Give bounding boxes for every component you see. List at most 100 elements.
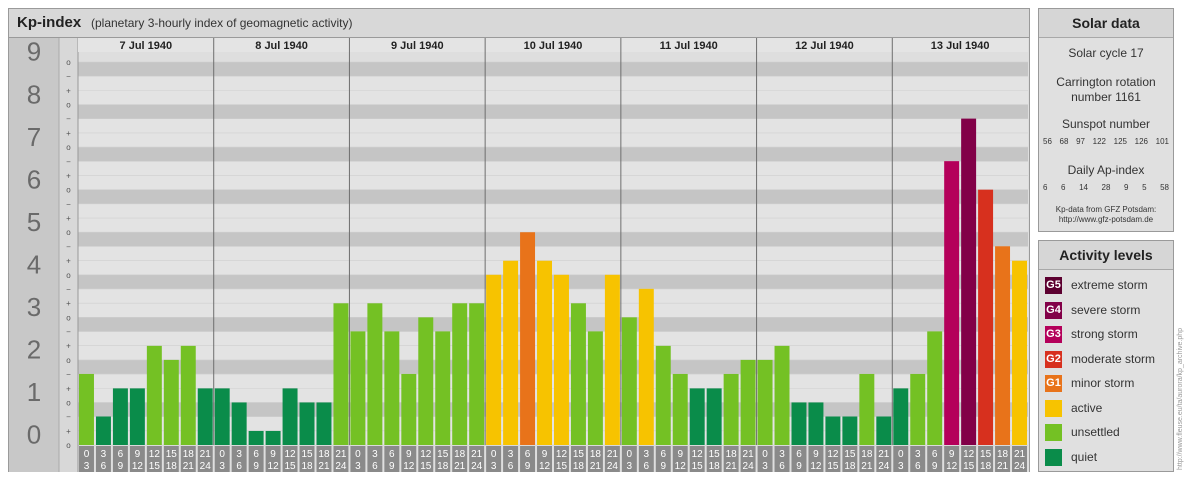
kp-bar bbox=[587, 331, 603, 445]
ap-value: 9 bbox=[1124, 183, 1129, 192]
y-minor-tick: o bbox=[66, 441, 71, 450]
hour-end-label: 24 bbox=[200, 461, 212, 472]
kp-bar-chart: 0123456789o+−o+−o+−o+−o+−o+−o+−o+−o+−o7 … bbox=[9, 38, 1029, 472]
hour-start-label: 3 bbox=[101, 449, 107, 460]
kp-bar bbox=[418, 317, 434, 445]
sunspot-numbers: 56 68 97 122 125 126 101 bbox=[1043, 137, 1169, 146]
hour-start-label: 3 bbox=[779, 449, 785, 460]
hour-start-label: 6 bbox=[525, 449, 531, 460]
hour-end-label: 9 bbox=[796, 461, 802, 472]
band-dark bbox=[78, 147, 1028, 162]
kp-bar bbox=[927, 331, 943, 445]
hour-cell bbox=[689, 446, 705, 472]
hour-end-label: 6 bbox=[779, 461, 785, 472]
kp-bar bbox=[910, 373, 926, 445]
band-dark bbox=[78, 274, 1028, 289]
hour-end-label: 15 bbox=[827, 461, 839, 472]
hour-end-label: 6 bbox=[508, 461, 514, 472]
sunspot-number: 125 bbox=[1113, 137, 1127, 146]
y-minor-tick: + bbox=[66, 214, 71, 223]
hour-end-label: 6 bbox=[644, 461, 650, 472]
activity-level-item: G3 strong storm bbox=[1045, 324, 1171, 344]
hour-cell bbox=[672, 446, 688, 472]
hour-cell bbox=[248, 446, 264, 472]
hour-start-label: 21 bbox=[335, 449, 347, 460]
hour-end-label: 9 bbox=[253, 461, 259, 472]
hour-start-label: 12 bbox=[420, 449, 432, 460]
hour-end-label: 24 bbox=[335, 461, 347, 472]
kp-bar bbox=[486, 274, 502, 445]
kp-bar bbox=[452, 303, 468, 445]
kp-bar bbox=[554, 274, 569, 445]
kp-bar bbox=[655, 345, 671, 445]
hour-end-label: 3 bbox=[219, 461, 225, 472]
hour-cell bbox=[978, 446, 994, 472]
solar-cycle: Solar cycle 17 bbox=[1068, 46, 1144, 60]
hour-cell bbox=[316, 446, 332, 472]
kp-bar bbox=[944, 161, 960, 445]
y-minor-tick: − bbox=[66, 157, 71, 166]
hour-start-label: 12 bbox=[827, 449, 839, 460]
hour-end-label: 9 bbox=[660, 461, 666, 472]
hour-start-label: 6 bbox=[796, 449, 802, 460]
hour-start-label: 0 bbox=[627, 449, 633, 460]
hour-cell bbox=[554, 446, 569, 472]
hour-end-label: 21 bbox=[590, 461, 602, 472]
day-label: 9 Jul 1940 bbox=[391, 40, 444, 52]
kp-bar bbox=[723, 373, 739, 445]
y-minor-tick: o bbox=[66, 186, 71, 195]
day-label: 10 Jul 1940 bbox=[524, 40, 583, 52]
kp-bar bbox=[520, 232, 536, 445]
credit-link[interactable]: http://www.gfz-potsdam.de bbox=[1058, 215, 1154, 224]
hour-start-label: 21 bbox=[200, 449, 212, 460]
hour-cell bbox=[231, 446, 247, 472]
hour-start-label: 18 bbox=[454, 449, 466, 460]
hour-end-label: 21 bbox=[997, 461, 1009, 472]
y-tick-label: 8 bbox=[27, 79, 41, 109]
hour-end-label: 3 bbox=[898, 461, 904, 472]
y-tick-label: 2 bbox=[27, 335, 41, 365]
activity-level-item: G5 extreme storm bbox=[1045, 275, 1171, 295]
band-dark bbox=[78, 62, 1028, 77]
hour-end-label: 15 bbox=[420, 461, 432, 472]
ap-value: 6 bbox=[1061, 183, 1066, 192]
ap-title: Daily Ap-index bbox=[1067, 163, 1145, 177]
hour-end-label: 9 bbox=[389, 461, 395, 472]
sunspot-number: 101 bbox=[1155, 137, 1169, 146]
hour-cell bbox=[791, 446, 807, 472]
hour-cell bbox=[604, 446, 620, 472]
kp-bar bbox=[876, 416, 892, 445]
activity-levels-title: Activity levels bbox=[1039, 241, 1173, 270]
hour-start-label: 3 bbox=[915, 449, 921, 460]
hour-end-label: 6 bbox=[915, 461, 921, 472]
hour-start-label: 6 bbox=[253, 449, 259, 460]
kp-bar bbox=[978, 189, 994, 445]
hour-cell bbox=[503, 446, 519, 472]
y-minor-tick: − bbox=[66, 285, 71, 294]
y-minor-tick: − bbox=[66, 370, 71, 379]
kp-bar bbox=[570, 303, 586, 445]
hour-end-label: 9 bbox=[932, 461, 938, 472]
hour-cell bbox=[808, 446, 824, 472]
activity-level-label: extreme storm bbox=[1071, 278, 1148, 292]
kp-bar bbox=[706, 388, 722, 445]
hour-start-label: 9 bbox=[542, 449, 548, 460]
hour-end-label: 15 bbox=[556, 461, 568, 472]
hour-end-label: 18 bbox=[301, 461, 313, 472]
y-tick-label: 9 bbox=[27, 38, 41, 67]
hour-cell bbox=[723, 446, 739, 472]
y-minor-tick: − bbox=[66, 200, 71, 209]
sunspot-number: 56 bbox=[1043, 137, 1052, 146]
activity-level-swatch: G1 bbox=[1045, 375, 1062, 392]
hour-cell bbox=[520, 446, 536, 472]
kp-bar bbox=[214, 388, 230, 445]
hour-end-label: 3 bbox=[355, 461, 361, 472]
y-tick-label: 4 bbox=[27, 250, 41, 280]
hour-start-label: 0 bbox=[84, 449, 90, 460]
hour-end-label: 24 bbox=[878, 461, 890, 472]
kp-bar bbox=[672, 373, 688, 445]
kp-bar bbox=[299, 402, 315, 445]
kp-bar bbox=[740, 359, 756, 445]
hour-start-label: 18 bbox=[183, 449, 195, 460]
kp-bar bbox=[774, 345, 790, 445]
